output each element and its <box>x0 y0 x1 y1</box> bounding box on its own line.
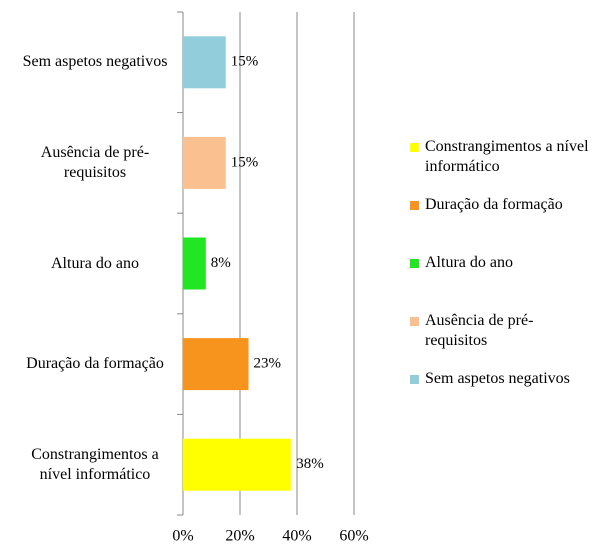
data-label: 15% <box>231 54 259 70</box>
legend-swatch <box>410 143 419 152</box>
bar <box>183 36 226 89</box>
legend-swatch <box>410 201 419 210</box>
category-label: Constrangimentos a nível informático <box>31 445 159 483</box>
legend-swatch <box>410 375 419 384</box>
legend-swatch <box>410 259 419 268</box>
legend-label: Duração da formação <box>425 196 563 213</box>
legend-label: Sem aspetos negativos <box>425 370 570 387</box>
bar <box>183 136 226 189</box>
data-label: 38% <box>296 456 324 472</box>
category-label: Sem aspetos negativos <box>22 53 168 71</box>
legend-label: Constrangimentos a nível informático <box>425 138 589 175</box>
x-tick-label: 20% <box>225 528 254 545</box>
data-label: 23% <box>254 356 281 372</box>
legend-label: Ausência de pré-requisitos <box>425 312 534 349</box>
category-label: Ausência de pré-requisitos <box>40 143 150 181</box>
category-label: Altura do ano <box>51 254 139 272</box>
legend-label: Altura do ano <box>425 254 513 271</box>
category-label: Duração da formação <box>26 355 164 373</box>
x-tick-label: 0% <box>172 528 193 545</box>
bar <box>183 338 249 391</box>
data-label: 15% <box>231 154 259 170</box>
legend-swatch <box>410 317 419 326</box>
bar <box>183 438 292 491</box>
x-tick-label: 40% <box>282 528 311 545</box>
x-tick-label: 60% <box>339 528 368 545</box>
data-label: 8% <box>211 255 231 271</box>
bar <box>183 237 206 290</box>
